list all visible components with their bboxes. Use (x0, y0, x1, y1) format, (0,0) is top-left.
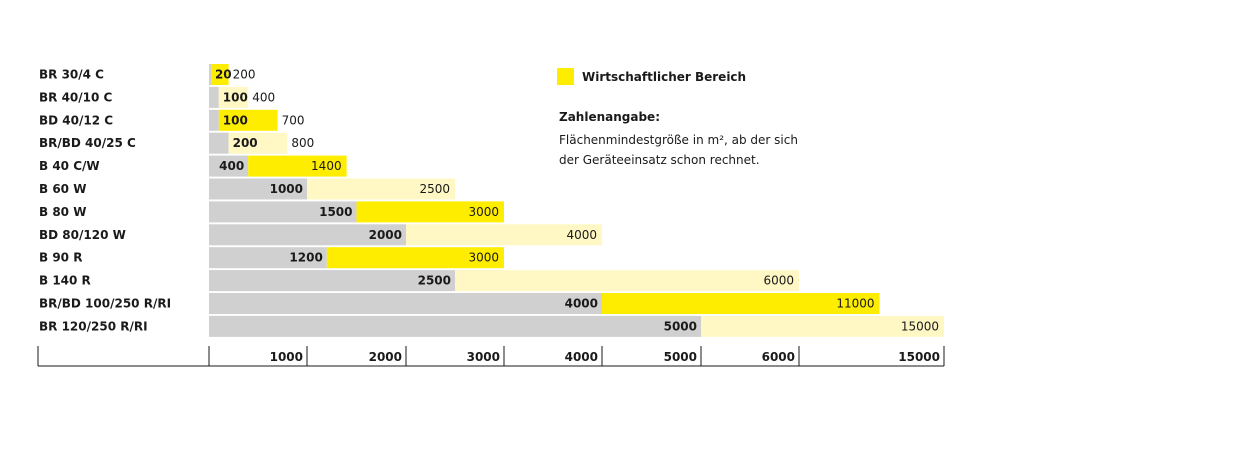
bar-range (210, 64, 229, 85)
bar-base (209, 315, 701, 337)
row-label: B 40 C/W (39, 159, 100, 173)
x-tick-label: 4000 (565, 350, 598, 364)
min-label: 1500 (319, 205, 352, 219)
max-label: 4000 (566, 228, 597, 242)
bar-base (209, 224, 406, 246)
x-tick-label: 15000 (898, 350, 940, 364)
min-label: 100 (223, 90, 248, 104)
min-label: 2000 (369, 228, 402, 242)
bar-base (209, 64, 211, 85)
max-label: 3000 (468, 251, 499, 265)
note-title: Zahlenangabe: (559, 110, 660, 124)
x-tick-label: 3000 (467, 350, 500, 364)
min-label: 1000 (270, 182, 303, 196)
row-label: BR 30/4 C (39, 68, 104, 82)
row-label: BD 80/120 W (39, 228, 126, 242)
max-label: 15000 (901, 319, 939, 333)
bar-base (209, 86, 219, 108)
bar-base (209, 155, 249, 177)
bar-range (406, 224, 602, 246)
note-text: Flächenmindestgröße in m², ab der sich d… (559, 133, 798, 167)
bar-base (209, 201, 357, 223)
max-label: 2500 (419, 182, 450, 196)
min-label: 100 (223, 113, 248, 127)
bar-base (209, 178, 307, 200)
max-label: 700 (282, 113, 305, 127)
row-label: BR/BD 40/25 C (39, 136, 136, 150)
max-label: 11000 (836, 297, 874, 311)
min-label: 1200 (289, 251, 322, 265)
legend: Wirtschaftlicher Bereich (557, 68, 746, 85)
legend-item: Wirtschaftlicher Bereich (557, 68, 746, 85)
row-label: BR/BD 100/250 R/RI (39, 297, 171, 311)
min-label: 4000 (565, 297, 598, 311)
min-label: 2500 (418, 274, 451, 288)
bar-base (209, 293, 602, 314)
min-label: 400 (219, 159, 244, 173)
legend-swatch (557, 68, 574, 85)
row-label: BR 120/250 R/RI (39, 319, 148, 333)
bar-range (356, 201, 504, 223)
x-tick-label: 5000 (664, 350, 697, 364)
max-label: 3000 (468, 205, 499, 219)
legend-label: Wirtschaftlicher Bereich (582, 69, 747, 84)
bar-range (228, 132, 288, 154)
bar-base (209, 109, 219, 131)
row-label: B 90 R (39, 251, 82, 265)
row-label: B 140 R (39, 274, 91, 288)
x-tick-label: 1000 (270, 350, 303, 364)
bar-range (602, 293, 880, 314)
bar-base (209, 270, 455, 292)
min-label: 200 (233, 136, 258, 150)
bar-base (209, 132, 229, 154)
min-label: 20 (215, 68, 232, 82)
bar-range (218, 86, 249, 108)
bar-base (209, 247, 327, 269)
bar-range (455, 270, 799, 292)
max-label: 200 (233, 68, 256, 82)
max-label: 800 (291, 136, 314, 150)
x-tick-label: 6000 (762, 350, 795, 364)
min-label: 5000 (664, 319, 697, 333)
max-label: 1400 (311, 159, 342, 173)
row-label: B 80 W (39, 205, 86, 219)
bar-range (248, 155, 347, 177)
bar-range (307, 178, 455, 200)
max-label: 400 (252, 90, 275, 104)
row-label: B 60 W (39, 182, 86, 196)
row-label: BD 40/12 C (39, 113, 113, 127)
bar-range (701, 315, 944, 337)
max-label: 6000 (763, 274, 794, 288)
row-label: BR 40/10 C (39, 90, 113, 104)
x-tick-label: 2000 (369, 350, 402, 364)
bar-range (218, 109, 278, 131)
bar-range (326, 247, 504, 269)
